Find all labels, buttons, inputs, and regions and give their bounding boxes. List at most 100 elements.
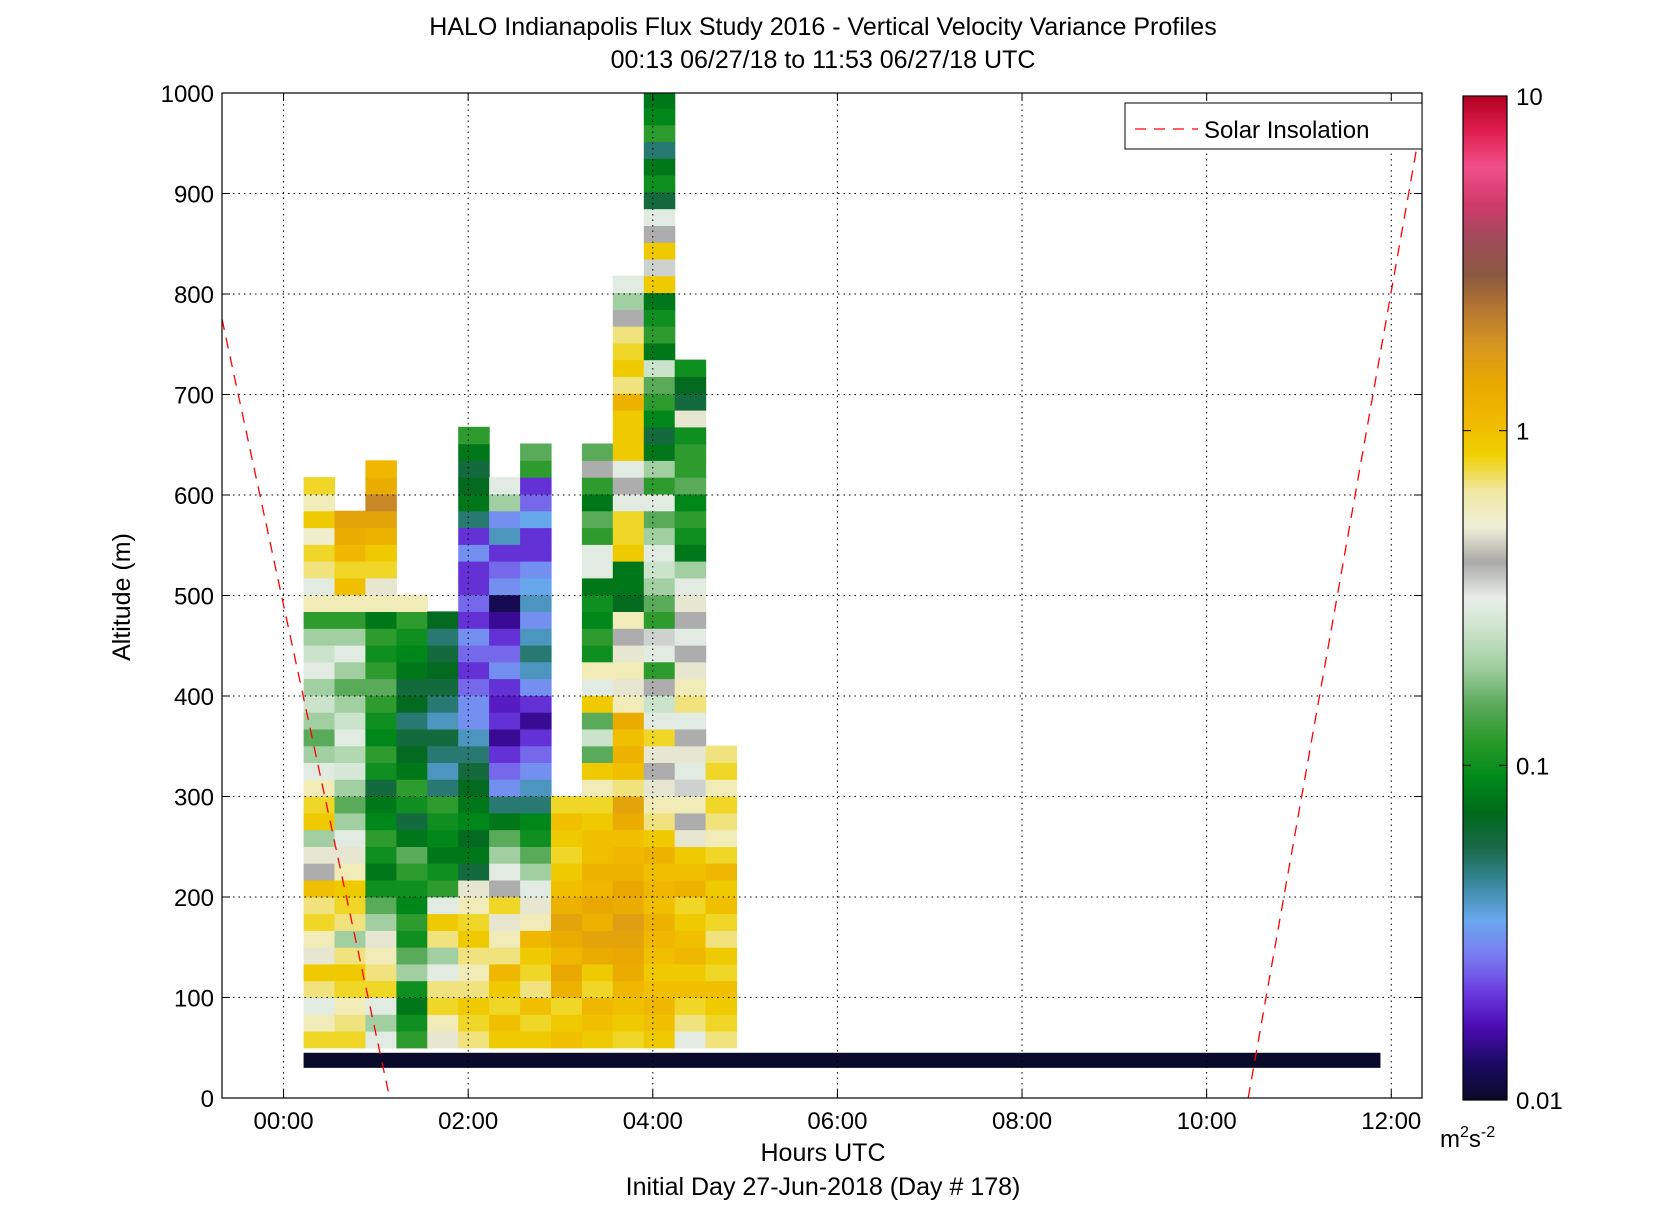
heatmap-cell (303, 644, 336, 663)
heatmap-cell (365, 812, 397, 831)
heatmap-cell (334, 812, 366, 831)
heatmap-cell (303, 879, 336, 898)
heatmap-cell (705, 863, 738, 881)
heatmap-cell (458, 728, 490, 747)
heatmap-cell (674, 393, 707, 411)
colorbar-tick-label: 10 (1516, 84, 1543, 111)
heatmap-cell (643, 594, 676, 612)
heatmap-cell (612, 577, 645, 596)
heatmap-cell (396, 762, 428, 780)
heatmap-cell (334, 678, 366, 696)
heatmap-cell (612, 611, 645, 629)
heatmap-cell (643, 393, 676, 411)
heatmap-cell (643, 796, 676, 814)
heatmap-cell (581, 896, 614, 915)
heatmap-cell (581, 829, 614, 847)
heatmap-cell (365, 1014, 397, 1032)
heatmap-cell (396, 628, 428, 646)
heatmap-cell (612, 1031, 645, 1049)
heatmap-cell (334, 644, 366, 663)
heatmap-cell (705, 930, 738, 948)
heatmap-cell (612, 544, 645, 562)
heatmap-cell (643, 628, 676, 646)
legend: Solar Insolation (1124, 102, 1423, 150)
heatmap-cell (427, 644, 459, 663)
heatmap-cell (551, 863, 583, 881)
heatmap-cell (643, 577, 676, 596)
heatmap-cell (581, 1014, 614, 1032)
y-tick-label: 500 (174, 584, 214, 611)
heatmap-cell (643, 342, 676, 361)
heatmap-cell (643, 410, 676, 428)
heatmap-cell (365, 712, 397, 730)
heatmap-cell (705, 896, 738, 915)
heatmap-cell (612, 947, 645, 965)
x-tick-label: 06:00 (807, 1108, 867, 1135)
heatmap-cell (643, 275, 676, 294)
heatmap-cell (581, 561, 614, 579)
heatmap-cell (489, 695, 521, 713)
heatmap-cell (303, 678, 336, 696)
heatmap-cell (520, 863, 552, 881)
heatmap-cell (643, 611, 676, 629)
heatmap-cell (674, 443, 707, 461)
heatmap-cell (674, 577, 707, 596)
solar-insolation-line (222, 118, 1422, 1098)
heatmap-cell (612, 359, 645, 377)
heatmap-cell (643, 309, 676, 327)
heatmap-cell (489, 544, 521, 562)
heatmap-cell (489, 1031, 521, 1049)
heatmap-cell (334, 745, 366, 763)
heatmap-cell (334, 779, 366, 797)
heatmap-cell (427, 829, 459, 847)
heatmap-cell (520, 879, 552, 898)
heatmap-cell (520, 661, 552, 680)
heatmap-cell (334, 561, 366, 579)
heatmap-cell (612, 661, 645, 680)
heatmap-cell (365, 779, 397, 797)
heatmap-cell (489, 947, 521, 965)
heatmap-cell (551, 997, 583, 1015)
heatmap-cell (303, 812, 336, 831)
heatmap-cell (334, 846, 366, 864)
heatmap-cell (303, 1031, 336, 1049)
heatmap-cell (303, 544, 336, 562)
heatmap-cell (334, 997, 366, 1015)
heatmap-cell (612, 342, 645, 361)
heatmap-cell (396, 594, 428, 612)
heatmap-cell (643, 930, 676, 948)
heatmap-cell (612, 644, 645, 663)
heatmap-cell (643, 326, 676, 344)
heatmap-cell (489, 812, 521, 831)
heatmap-cell (427, 947, 459, 965)
heatmap-cell (520, 460, 552, 478)
heatmap-cell (551, 796, 583, 814)
heatmap-cell (303, 594, 336, 612)
heatmap-cell (303, 947, 336, 965)
heatmap-cell (520, 712, 552, 730)
heatmap-cell (520, 510, 552, 529)
heatmap-cell (674, 980, 707, 998)
heatmap-cell (458, 863, 490, 881)
heatmap-cell (427, 1031, 459, 1049)
heatmap-cell (365, 695, 397, 713)
heatmap-cell (581, 863, 614, 881)
heatmap-cell (427, 796, 459, 814)
heatmap-cell (365, 762, 397, 780)
y-axis-label: Altitude (m) (108, 533, 136, 661)
heatmap-cell (520, 762, 552, 780)
heatmap-cell (396, 947, 428, 965)
heatmap-cell (303, 779, 336, 797)
heatmap-cell (489, 863, 521, 881)
heatmap-cell (612, 863, 645, 881)
heatmap-cell (458, 829, 490, 847)
heatmap-cell (551, 812, 583, 831)
heatmap-cell (612, 829, 645, 847)
heatmap-cell (612, 728, 645, 747)
heatmap-cell (396, 879, 428, 898)
heatmap-cell (365, 829, 397, 847)
y-tick-label: 700 (174, 383, 214, 410)
heatmap-cell (365, 561, 397, 579)
heatmap-cell (427, 611, 459, 629)
heatmap-cell (643, 913, 676, 931)
